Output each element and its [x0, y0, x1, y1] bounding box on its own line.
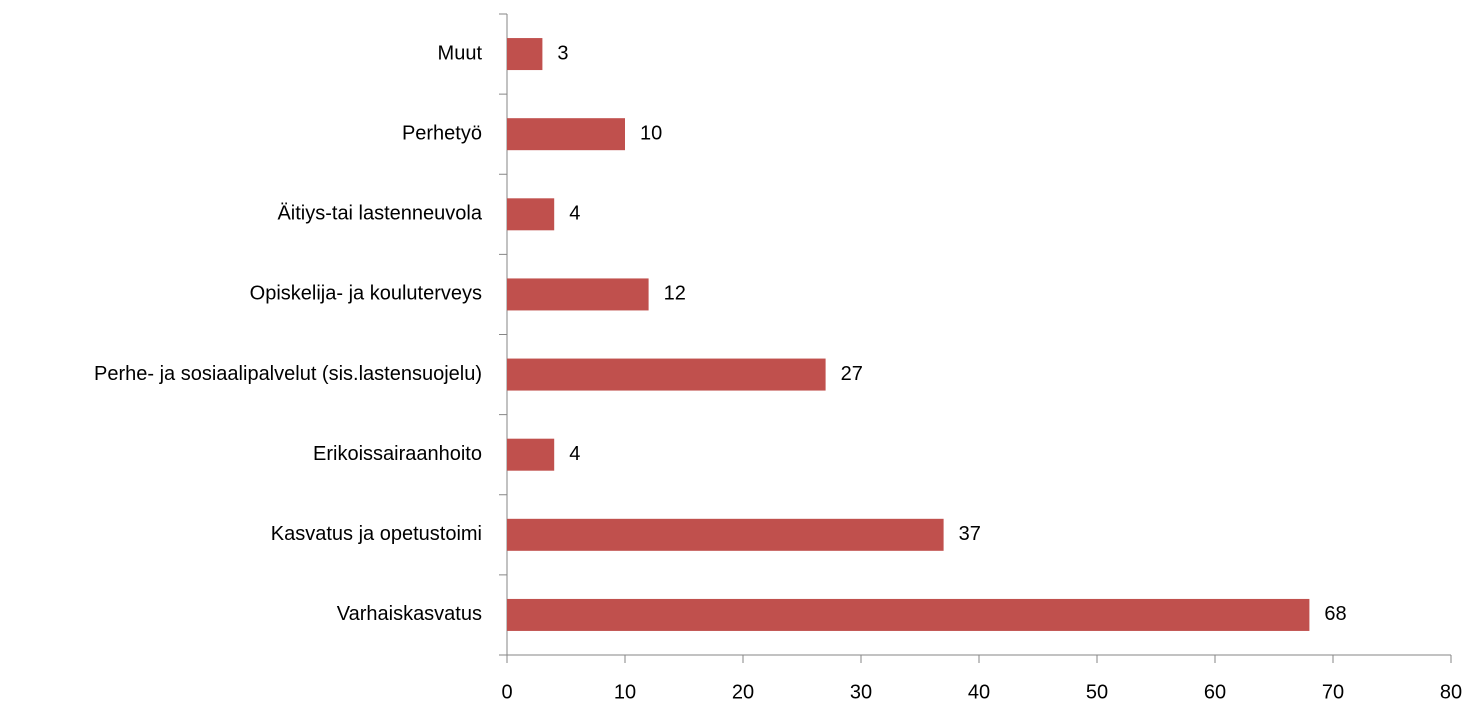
- bar: [507, 358, 826, 391]
- x-tick-label: 10: [614, 681, 636, 703]
- x-tick-label: 0: [501, 681, 512, 703]
- x-tick-label: 80: [1440, 681, 1462, 703]
- y-tick-label: Erikoissairaanhoito: [313, 443, 482, 465]
- value-label: 27: [841, 363, 863, 385]
- y-tick-label: Kasvatus ja opetustoimi: [271, 523, 482, 545]
- value-label: 4: [569, 203, 580, 225]
- x-tick-label: 20: [732, 681, 754, 703]
- y-tick-label: Opiskelija- ja kouluterveys: [250, 283, 482, 305]
- y-tick-label: Muut: [438, 42, 483, 64]
- x-tick-label: 30: [850, 681, 872, 703]
- value-label: 3: [557, 42, 568, 64]
- bar: [507, 598, 1310, 631]
- x-tick-label: 40: [968, 681, 990, 703]
- value-label: 37: [959, 523, 981, 545]
- y-tick-label: Varhaiskasvatus: [337, 603, 482, 625]
- x-tick-label: 70: [1322, 681, 1344, 703]
- bar: [507, 118, 625, 151]
- bar: [507, 438, 555, 471]
- value-label: 68: [1324, 603, 1346, 625]
- y-tick-label: Perhe- ja sosiaalipalvelut (sis.lastensu…: [94, 363, 482, 385]
- x-tick-label: 50: [1086, 681, 1108, 703]
- bar: [507, 278, 649, 311]
- y-tick-label: Perhetyö: [402, 122, 482, 144]
- value-label: 12: [664, 283, 686, 305]
- value-label: 4: [569, 443, 580, 465]
- bar: [507, 518, 944, 551]
- bar: [507, 198, 555, 231]
- y-tick-label: Äitiys-tai lastenneuvola: [277, 203, 482, 225]
- x-tick-label: 60: [1204, 681, 1226, 703]
- value-label: 10: [640, 122, 662, 144]
- bar: [507, 38, 543, 71]
